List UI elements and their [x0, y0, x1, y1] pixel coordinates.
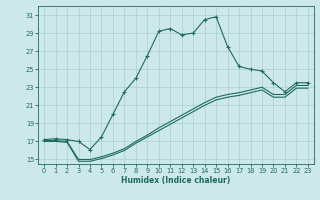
X-axis label: Humidex (Indice chaleur): Humidex (Indice chaleur) — [121, 176, 231, 185]
